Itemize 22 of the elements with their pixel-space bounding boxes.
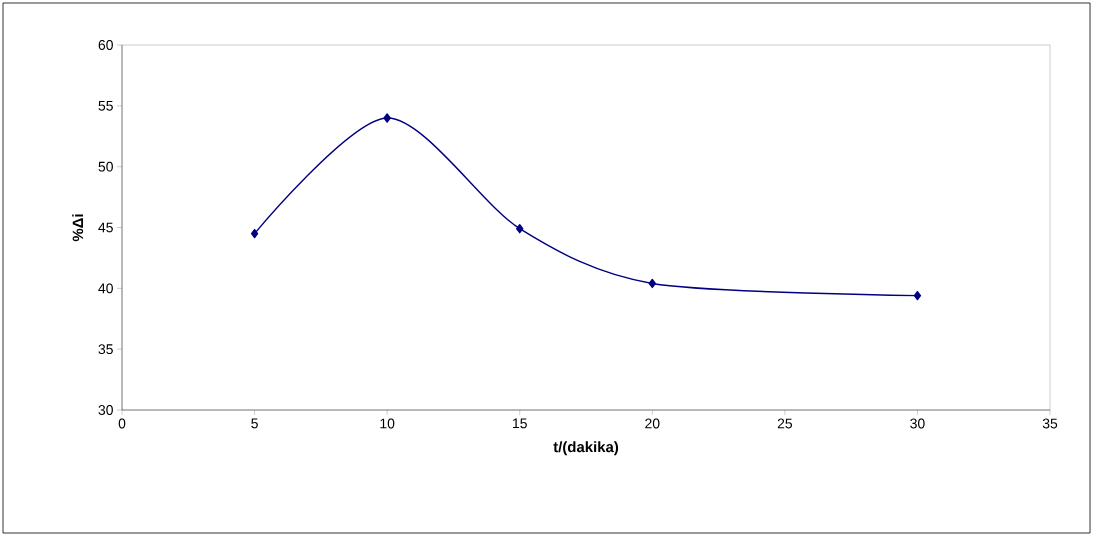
y-tick-label: 60 [98, 40, 113, 50]
x-tick-label: 35 [1042, 418, 1058, 429]
x-tick-label: 5 [251, 418, 258, 429]
point [648, 278, 656, 289]
x-tick-label: 15 [513, 418, 527, 429]
y-tick-label: 30 [98, 405, 113, 415]
x-tick-label: 0 [118, 418, 126, 429]
x-tick-label: 25 [777, 418, 793, 429]
y-tick-label: 35 [98, 344, 113, 355]
point [913, 290, 922, 301]
point [383, 113, 391, 123]
x-tick-label: 30 [910, 418, 925, 429]
x-tick-label: 20 [645, 418, 660, 429]
y-tick-label: 55 [98, 100, 113, 111]
point [250, 228, 259, 239]
point [516, 224, 524, 234]
y-tick-label: 40 [98, 283, 113, 294]
y-axis-title: %Δi [72, 214, 84, 242]
x-tick-label: 10 [380, 418, 395, 429]
y-tick-label: 50 [98, 161, 113, 172]
y-tick-label: 45 [98, 222, 113, 233]
x-axis-title: t/(dakika) [553, 441, 619, 456]
